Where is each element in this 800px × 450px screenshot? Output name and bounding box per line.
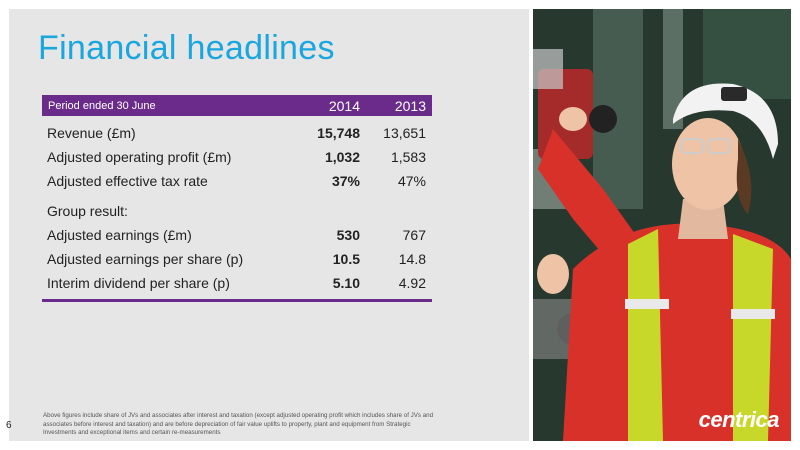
row-value-2013: 4.92 [398,275,426,291]
row-value-2013: 47% [397,173,426,189]
table-row: Adjusted earnings per share (p) 10.5 14.… [42,247,432,271]
table-header: Period ended 30 June 2014 2013 [42,95,432,116]
header-year-2013: 2013 [394,97,426,114]
worker-photo: centrica [533,9,791,441]
row-label: Adjusted earnings per share (p) [47,251,244,267]
header-year-2014: 2014 [328,97,360,114]
row-value-2014: 10.5 [332,251,360,267]
row-label: Adjusted effective tax rate [47,173,208,189]
row-value-2013: 13,651 [383,125,426,141]
financial-table: Period ended 30 June 2014 2013 Revenue (… [42,95,432,302]
row-label: Adjusted earnings (£m) [47,227,192,243]
row-value-2014: 1,032 [324,149,360,165]
row-value-2014: 5.10 [332,275,360,291]
row-value-2014: 37% [331,173,360,189]
row-value-2013: 767 [402,227,426,243]
row-value-2013: 1,583 [390,149,426,165]
row-value-2014: 530 [336,227,360,243]
row-label: Interim dividend per share (p) [47,275,230,291]
table-row: Revenue (£m) 15,748 13,651 [42,121,432,145]
row-label: Adjusted operating profit (£m) [47,149,232,165]
table-row: Interim dividend per share (p) 5.10 4.92 [42,271,432,295]
photo-illustration [533,9,791,441]
table-row: Adjusted effective tax rate 37% 47% [42,169,432,193]
centrica-logo: centrica [698,407,780,432]
slide-title: Financial headlines [38,29,335,67]
table-row: Adjusted operating profit (£m) 1,032 1,5… [42,145,432,169]
row-value-2014: 15,748 [317,125,360,141]
table-bottom-rule [42,299,432,302]
table-row: Adjusted earnings (£m) 530 767 [42,223,432,247]
header-period: Period ended 30 June [48,99,156,112]
row-label: Revenue (£m) [47,125,136,141]
page-number: 6 [6,420,12,431]
row-value-2013: 14.8 [398,251,426,267]
footnote: Above figures include share of JVs and a… [43,412,434,436]
slide-panel: Financial headlines Period ended 30 June… [9,9,529,441]
group-heading: Group result: [47,203,128,219]
